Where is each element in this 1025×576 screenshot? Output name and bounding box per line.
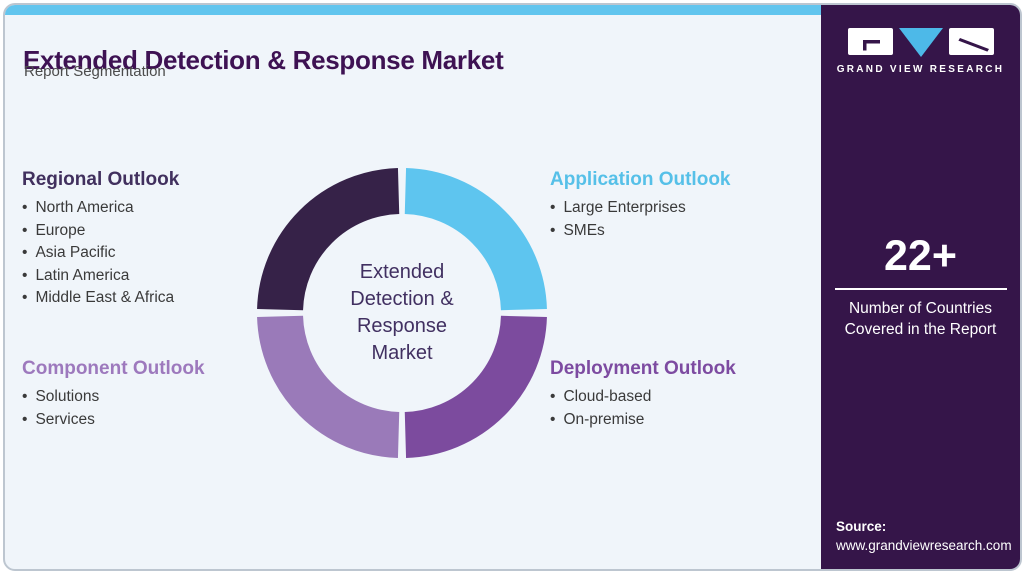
list-item: Services: [22, 409, 205, 432]
donut-center-line: Response: [356, 315, 448, 337]
list-item: Large Enterprises: [550, 197, 731, 220]
list-item: Asia Pacific: [22, 242, 179, 265]
sidebar: GRAND VIEW RESEARCH 22+ Number of Countr…: [821, 5, 1020, 569]
section-title: Component Outlook: [22, 358, 205, 379]
gvr-logo-icon: [847, 28, 994, 57]
page-title: Extended Detection & Response Market: [23, 45, 504, 76]
donut-center-line: Detection &: [350, 288, 454, 310]
brand-name: GRAND VIEW RESEARCH: [836, 64, 1005, 75]
list-item: Middle East & Africa: [22, 287, 179, 310]
section-items: Cloud-basedOn-premise: [550, 386, 736, 431]
top-accent-bar: [5, 5, 821, 15]
list-item: Cloud-based: [550, 386, 736, 409]
source-url-link[interactable]: www.grandviewresearch.com: [836, 538, 1012, 553]
list-item: North America: [22, 197, 179, 220]
donut-center-line: Extended: [359, 261, 445, 283]
section-items: SolutionsServices: [22, 386, 205, 431]
logo-v-triangle: [898, 28, 943, 57]
section-regional-outlook: Regional Outlook North AmericaEuropeAsia…: [22, 169, 179, 310]
donut-segment-regional: [257, 168, 400, 311]
stat-label: Number of Countries Covered in the Repor…: [844, 300, 997, 338]
section-items: Large EnterprisesSMEs: [550, 197, 731, 242]
stat-value: 22+: [884, 232, 957, 280]
logo-r-mark: [957, 38, 989, 52]
donut-center-line: Market: [371, 342, 433, 364]
section-items: North AmericaEuropeAsia PacificLatin Ame…: [22, 197, 179, 310]
report-card: Extended Detection & Response Market Rep…: [3, 3, 1022, 571]
list-item: Latin America: [22, 265, 179, 288]
page-subtitle: Report Segmentation: [24, 63, 166, 80]
section-deployment-outlook: Deployment Outlook Cloud-basedOn-premise: [550, 358, 736, 431]
source-block: Source: www.grandviewresearch.com: [836, 518, 1012, 554]
list-item: Solutions: [22, 386, 205, 409]
gvr-logo: GRAND VIEW RESEARCH: [821, 27, 1020, 75]
section-title: Regional Outlook: [22, 169, 180, 190]
section-component-outlook: Component Outlook SolutionsServices: [22, 358, 205, 431]
section-title: Deployment Outlook: [550, 358, 736, 379]
section-title: Application Outlook: [550, 169, 731, 190]
stat-divider: [834, 288, 1007, 290]
donut-segment-deployment: [404, 315, 547, 458]
donut-segment-component: [257, 315, 400, 458]
source-label: Source:: [836, 519, 887, 534]
donut-center-label: Extended Detection & Response Market: [292, 259, 512, 367]
list-item: On-premise: [550, 409, 736, 432]
list-item: Europe: [22, 220, 179, 243]
list-item: SMEs: [550, 220, 731, 243]
countries-stat: 22+ Number of Countries Covered in the R…: [821, 233, 1020, 340]
section-application-outlook: Application Outlook Large EnterprisesSME…: [550, 169, 731, 242]
donut-segment-application: [404, 168, 547, 311]
donut-chart: [257, 168, 547, 458]
logo-g-mark: [862, 40, 880, 51]
